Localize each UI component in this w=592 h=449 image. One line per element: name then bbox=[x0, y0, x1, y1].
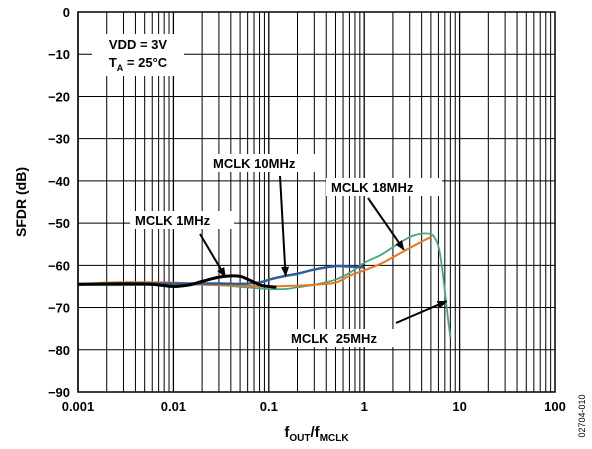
x-tick-label: 0.1 bbox=[260, 399, 278, 414]
y-tick-label: −60 bbox=[48, 258, 70, 273]
series-lines bbox=[77, 232, 452, 338]
arrow-mclk-25mhz bbox=[395, 300, 448, 324]
x-tick-label: 0.01 bbox=[161, 399, 186, 414]
annotation-mclk-18mhz: MCLK 18MHz bbox=[331, 180, 414, 195]
x-axis-label: fOUT/fMCLK bbox=[284, 424, 349, 444]
y-tick-label: −10 bbox=[48, 47, 70, 62]
y-tick-label: −70 bbox=[48, 301, 70, 316]
x-label-out-subscript: OUT bbox=[289, 433, 310, 444]
series-line-mclk-1mhz bbox=[77, 274, 277, 289]
condition-ta-t: T bbox=[109, 55, 117, 70]
y-axis-label: SFDR (dB) bbox=[13, 167, 29, 237]
condition-vdd: VDD = 3V bbox=[109, 37, 167, 52]
y-tick-label: −30 bbox=[48, 132, 70, 147]
x-label-slash: /f bbox=[311, 424, 321, 441]
conditions-box bbox=[92, 34, 184, 76]
x-label-f: f bbox=[284, 424, 290, 441]
y-tick-label: 0 bbox=[63, 5, 70, 20]
annotations: MCLK 1MHz MCLK 10MHz MCLK 18MHz MCLK 25M… bbox=[130, 154, 448, 347]
y-tick-label: −40 bbox=[48, 174, 70, 189]
series-line-mclk-10mhz bbox=[77, 264, 365, 286]
arrow-mclk-18mhz bbox=[367, 197, 405, 251]
x-tick-label: 100 bbox=[544, 399, 566, 414]
arrow-mclk-1mhz bbox=[199, 233, 227, 278]
x-tick-label: 0.001 bbox=[62, 399, 95, 414]
plot-frame bbox=[77, 11, 556, 393]
condition-ta: TA = 25°C bbox=[109, 55, 168, 73]
label-bg-mclk-25mhz bbox=[286, 329, 400, 347]
label-bg-mclk-18mhz bbox=[326, 178, 442, 196]
y-tick-label: −80 bbox=[48, 343, 70, 358]
x-tick-label: 10 bbox=[452, 399, 466, 414]
annotation-mclk-25mhz: MCLK 25MHz bbox=[291, 331, 377, 346]
y-tick-label: −20 bbox=[48, 89, 70, 104]
condition-ta-subscript: A bbox=[117, 63, 124, 73]
label-bg-mclk-10mhz bbox=[208, 154, 316, 172]
annotation-mclk-1mhz: MCLK 1MHz bbox=[135, 213, 211, 228]
arrow-mclk-10mhz bbox=[279, 175, 290, 277]
tick-labels: 0.001 0.01 0.1 1 10 100 0 −10 −20 −30 −40 −50 −60 −70… bbox=[48, 5, 566, 414]
annotation-mclk-10mhz: MCLK 10MHz bbox=[213, 156, 296, 171]
label-bg-mclk-1mhz bbox=[130, 211, 234, 229]
condition-ta-rest: = 25°C bbox=[123, 55, 167, 70]
figure-id: 02704-010 bbox=[577, 394, 587, 437]
x-tick-label: 1 bbox=[361, 399, 368, 414]
y-tick-label: −90 bbox=[48, 385, 70, 400]
y-tick-label: −50 bbox=[48, 216, 70, 231]
x-label-mclk-subscript: MCLK bbox=[320, 433, 350, 444]
